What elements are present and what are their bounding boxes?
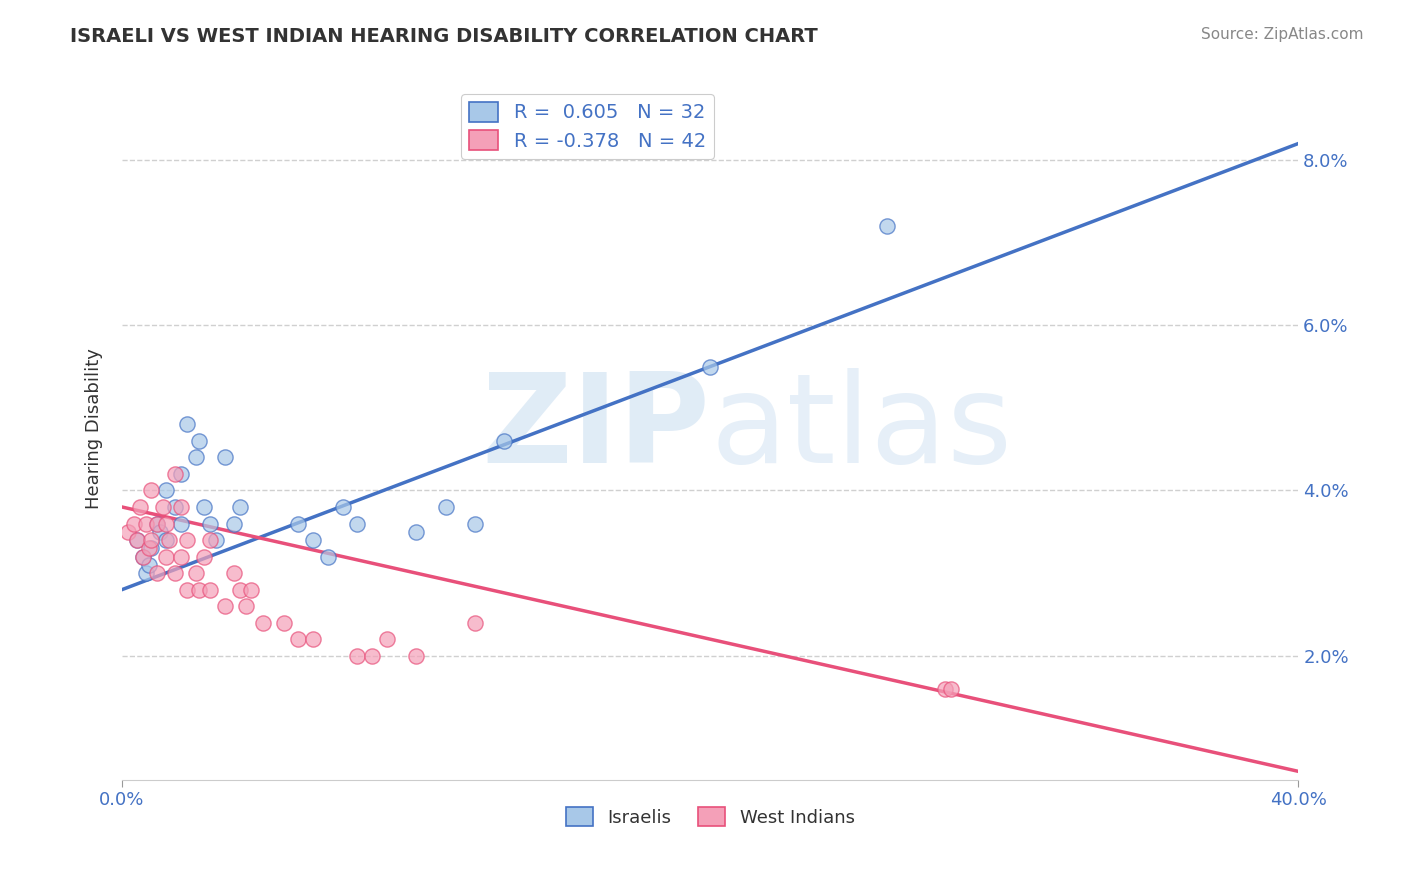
Point xyxy=(405,648,427,663)
Point xyxy=(125,533,148,547)
Point xyxy=(138,558,160,572)
Point xyxy=(200,533,222,547)
Point xyxy=(316,549,339,564)
Point xyxy=(434,500,457,514)
Point xyxy=(135,566,157,580)
Point xyxy=(155,533,177,547)
Point xyxy=(222,516,245,531)
Point xyxy=(176,582,198,597)
Point xyxy=(214,599,236,614)
Point xyxy=(155,483,177,498)
Point xyxy=(464,615,486,630)
Point xyxy=(170,549,193,564)
Point xyxy=(170,516,193,531)
Point xyxy=(214,450,236,465)
Point xyxy=(228,500,250,514)
Y-axis label: Hearing Disability: Hearing Disability xyxy=(86,348,103,509)
Point xyxy=(155,549,177,564)
Point xyxy=(184,566,207,580)
Point xyxy=(699,359,721,374)
Point xyxy=(187,434,209,448)
Point xyxy=(138,541,160,556)
Point xyxy=(941,681,963,696)
Point xyxy=(176,533,198,547)
Point xyxy=(152,500,174,514)
Point xyxy=(141,483,163,498)
Point xyxy=(131,549,153,564)
Point xyxy=(155,516,177,531)
Point xyxy=(205,533,228,547)
Point xyxy=(235,599,257,614)
Point xyxy=(163,566,186,580)
Point xyxy=(163,467,186,481)
Point xyxy=(146,516,169,531)
Point xyxy=(149,524,172,539)
Point xyxy=(361,648,384,663)
Text: atlas: atlas xyxy=(710,368,1012,489)
Point xyxy=(193,500,215,514)
Point xyxy=(302,632,325,647)
Text: Source: ZipAtlas.com: Source: ZipAtlas.com xyxy=(1201,27,1364,42)
Point xyxy=(287,632,309,647)
Point xyxy=(187,582,209,597)
Point xyxy=(135,516,157,531)
Point xyxy=(176,417,198,432)
Point xyxy=(240,582,263,597)
Point xyxy=(141,541,163,556)
Point xyxy=(302,533,325,547)
Point xyxy=(228,582,250,597)
Point xyxy=(405,524,427,539)
Legend: Israelis, West Indians: Israelis, West Indians xyxy=(558,800,862,834)
Point xyxy=(375,632,398,647)
Point xyxy=(141,533,163,547)
Point xyxy=(125,533,148,547)
Point xyxy=(146,516,169,531)
Point xyxy=(494,434,516,448)
Point xyxy=(200,516,222,531)
Point xyxy=(287,516,309,531)
Point xyxy=(934,681,956,696)
Point xyxy=(346,516,368,531)
Point xyxy=(193,549,215,564)
Point xyxy=(117,524,139,539)
Point xyxy=(346,648,368,663)
Point xyxy=(332,500,354,514)
Point xyxy=(222,566,245,580)
Text: ISRAELI VS WEST INDIAN HEARING DISABILITY CORRELATION CHART: ISRAELI VS WEST INDIAN HEARING DISABILIT… xyxy=(70,27,818,45)
Point xyxy=(146,566,169,580)
Point xyxy=(170,500,193,514)
Point xyxy=(170,467,193,481)
Point xyxy=(157,533,180,547)
Point xyxy=(464,516,486,531)
Point xyxy=(122,516,145,531)
Point xyxy=(252,615,274,630)
Point xyxy=(876,219,898,234)
Point xyxy=(163,500,186,514)
Point xyxy=(184,450,207,465)
Text: ZIP: ZIP xyxy=(481,368,710,489)
Point xyxy=(131,549,153,564)
Point xyxy=(128,500,150,514)
Point xyxy=(273,615,295,630)
Point xyxy=(200,582,222,597)
